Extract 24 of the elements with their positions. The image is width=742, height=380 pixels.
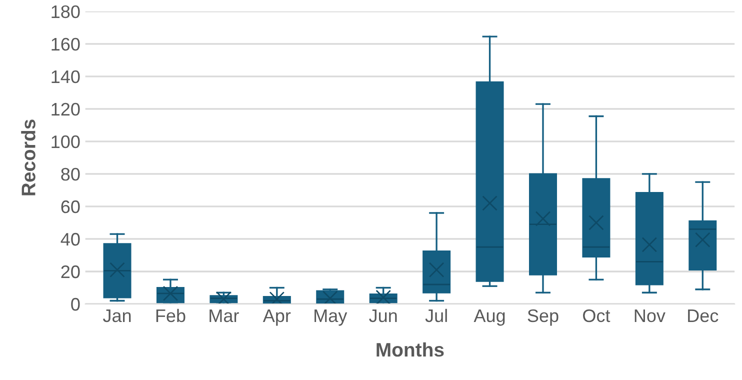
x-tick-label: May — [314, 310, 348, 326]
y-tick-label: 20 — [61, 265, 80, 278]
y-tick-label: 100 — [52, 135, 80, 148]
y-axis-title: Records — [21, 120, 36, 196]
x-axis-title: Months — [376, 342, 444, 357]
y-tick-label: 160 — [52, 38, 80, 51]
x-tick-label: Mar — [210, 310, 239, 322]
y-tick-label: 80 — [61, 168, 80, 181]
y-tick-label: 60 — [61, 200, 80, 214]
x-tick-label: Feb — [156, 308, 186, 322]
x-tick-label: Nov — [634, 310, 666, 322]
x-tick-label: Oct — [583, 309, 610, 322]
x-tick-label: Sep — [528, 309, 558, 326]
y-tick-label: 40 — [60, 232, 80, 246]
x-tick-label: Jun — [369, 310, 397, 322]
x-tick-label: Apr — [262, 310, 291, 326]
x-tick-label: Jan — [102, 310, 131, 322]
y-tick-label: 120 — [52, 102, 80, 116]
y-tick-label: 180 — [52, 5, 80, 18]
x-tick-label: Aug — [474, 310, 505, 326]
x-tick-label: Dec — [688, 310, 718, 322]
y-tick-label: 140 — [52, 70, 80, 84]
x-tick-label: Jul — [425, 308, 447, 322]
y-tick-label: 0 — [71, 298, 80, 311]
